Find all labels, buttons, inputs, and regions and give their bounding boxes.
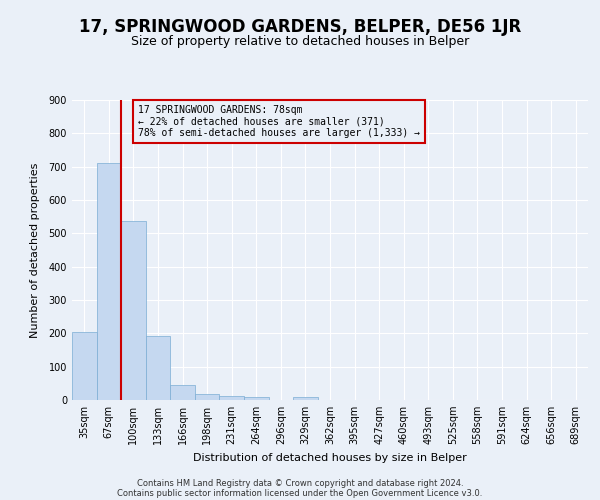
Y-axis label: Number of detached properties: Number of detached properties <box>31 162 40 338</box>
Text: 17 SPRINGWOOD GARDENS: 78sqm
← 22% of detached houses are smaller (371)
78% of s: 17 SPRINGWOOD GARDENS: 78sqm ← 22% of de… <box>139 105 421 138</box>
Text: Size of property relative to detached houses in Belper: Size of property relative to detached ho… <box>131 35 469 48</box>
Text: 17, SPRINGWOOD GARDENS, BELPER, DE56 1JR: 17, SPRINGWOOD GARDENS, BELPER, DE56 1JR <box>79 18 521 36</box>
Bar <box>97 162 121 400</box>
X-axis label: Distribution of detached houses by size in Belper: Distribution of detached houses by size … <box>193 452 467 462</box>
Text: Contains public sector information licensed under the Open Government Licence v3: Contains public sector information licen… <box>118 488 482 498</box>
Bar <box>220 396 244 400</box>
Bar <box>72 332 97 400</box>
Bar <box>195 394 220 400</box>
Bar <box>170 386 195 400</box>
Bar <box>146 336 170 400</box>
Bar <box>244 396 269 400</box>
Text: Contains HM Land Registry data © Crown copyright and database right 2024.: Contains HM Land Registry data © Crown c… <box>137 478 463 488</box>
Bar <box>121 221 146 400</box>
Bar <box>293 397 318 400</box>
